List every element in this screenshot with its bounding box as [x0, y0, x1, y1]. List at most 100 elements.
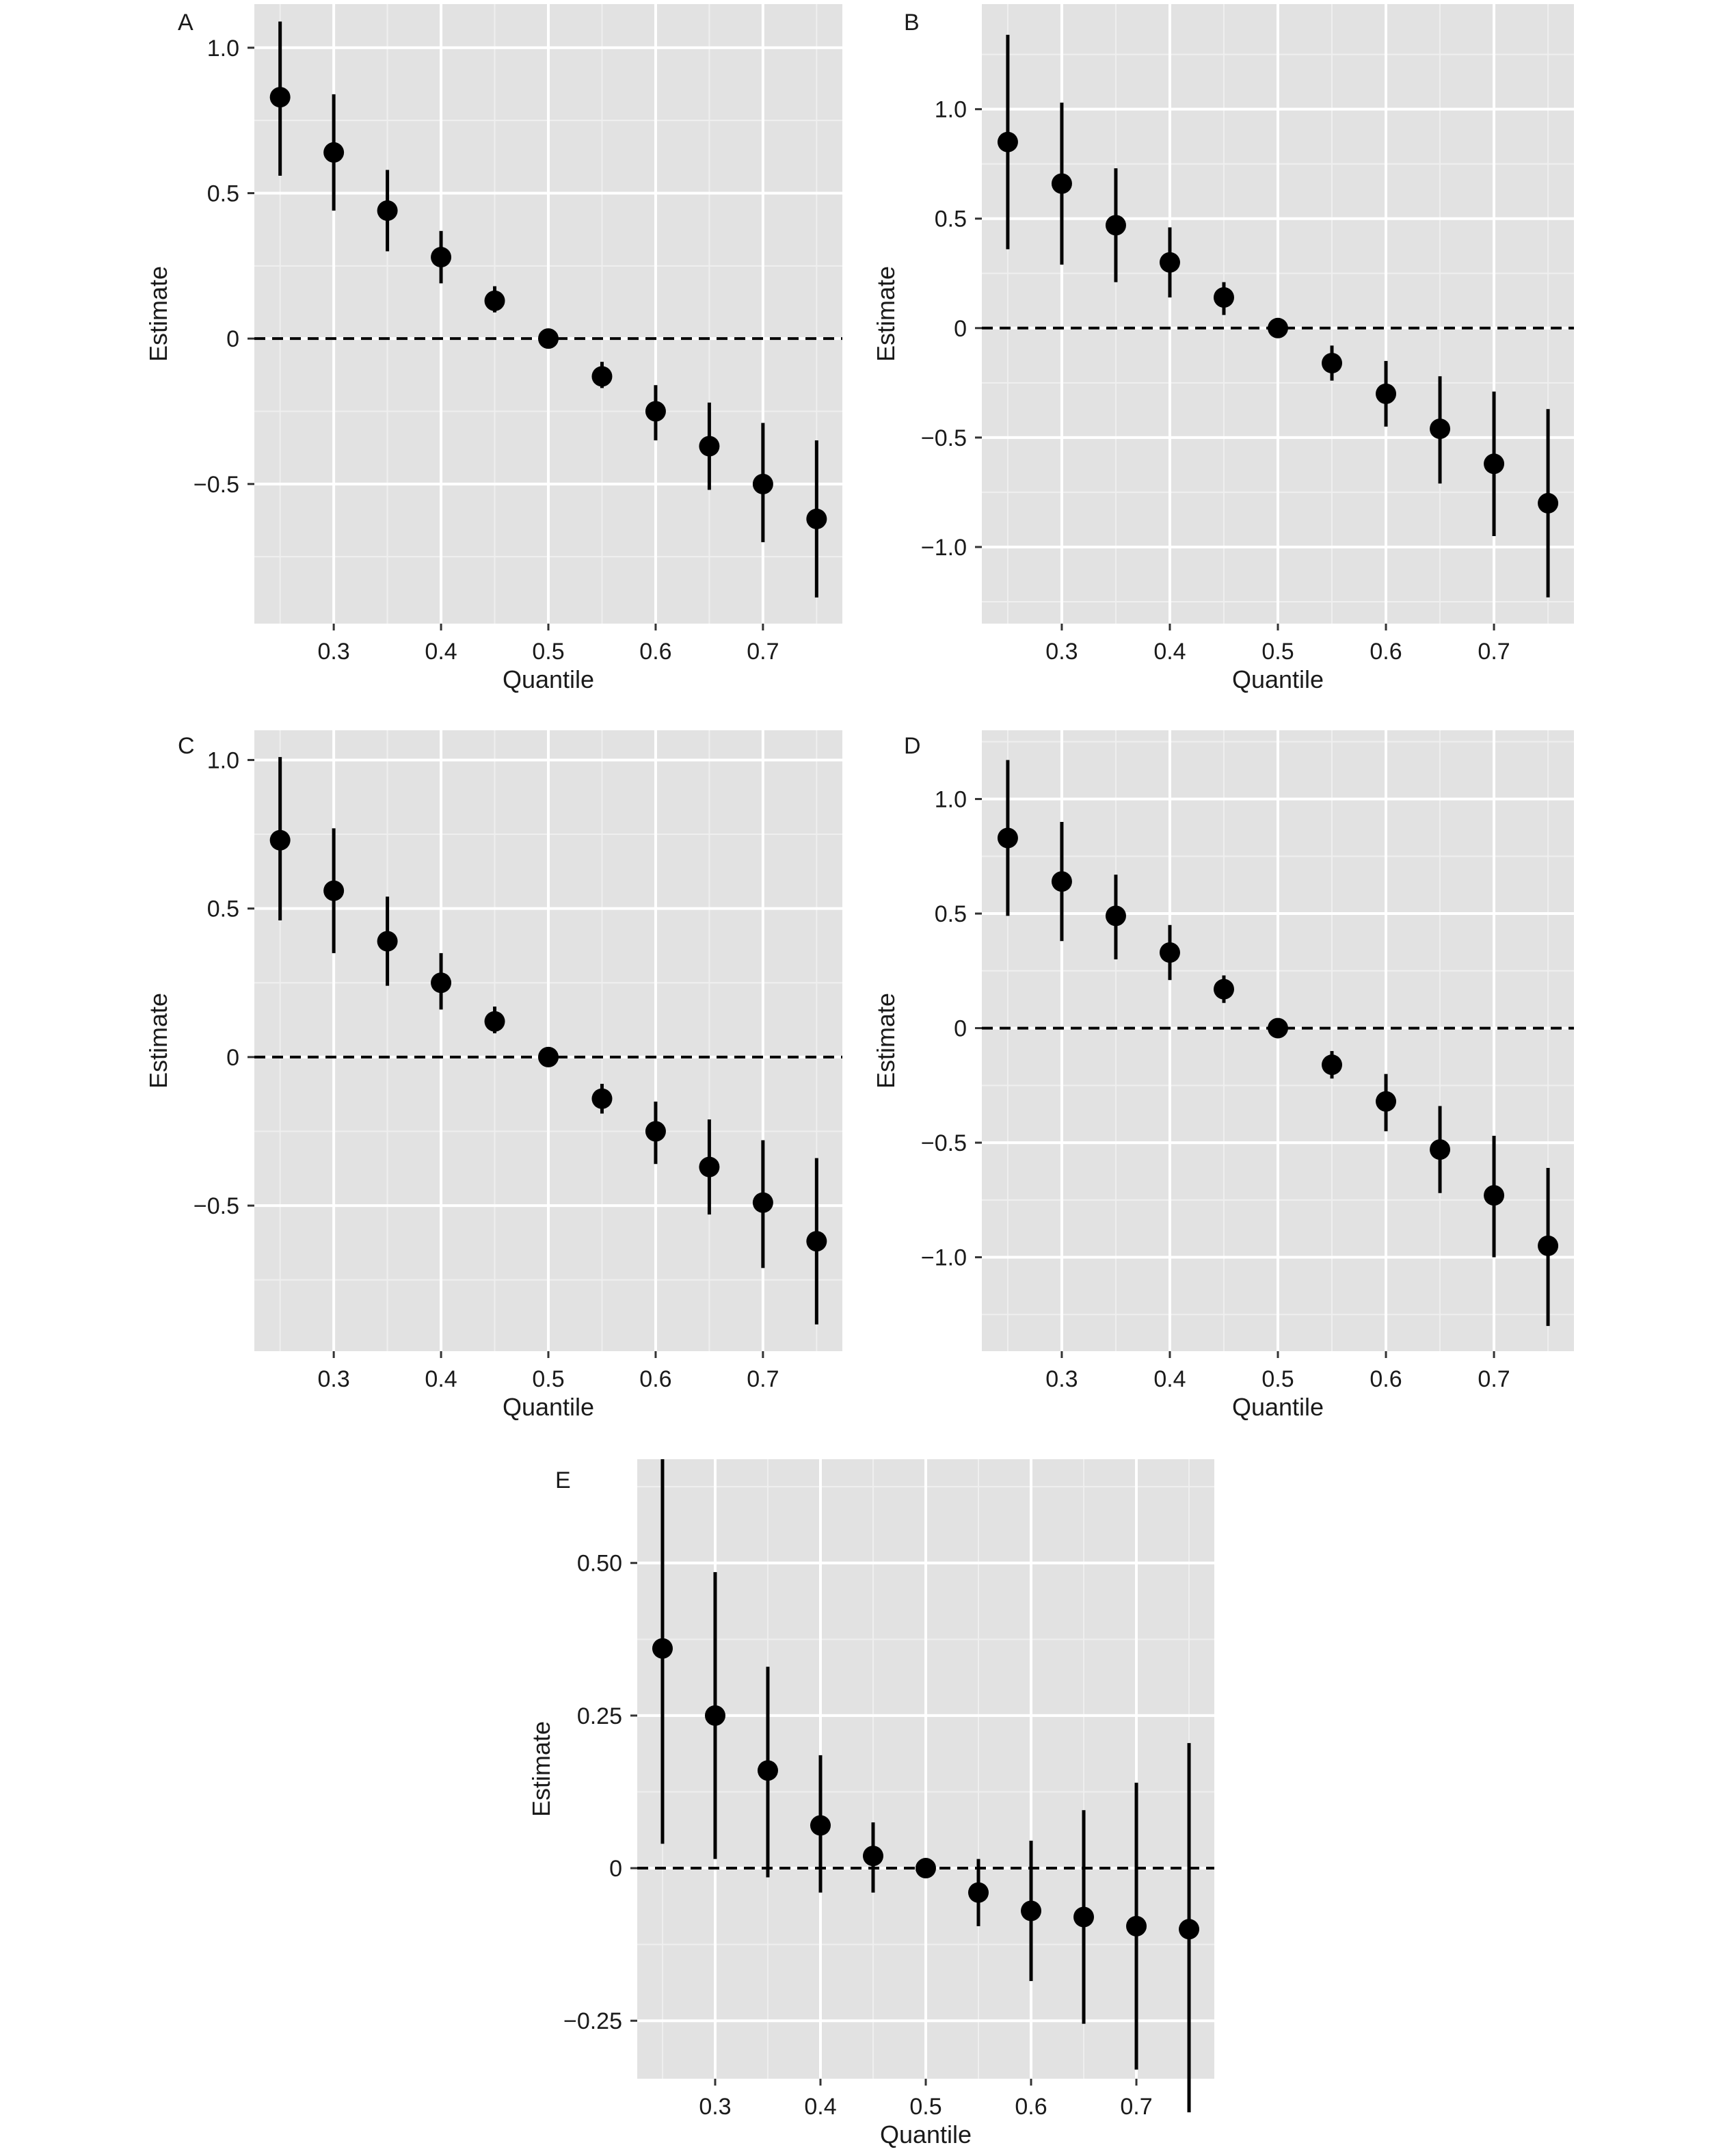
data-point — [752, 473, 773, 494]
data-point — [752, 1192, 773, 1213]
data-point — [645, 401, 666, 422]
data-point — [1179, 1919, 1200, 1940]
y-tick-label: −0.5 — [193, 1193, 239, 1219]
x-tick-label: 0.6 — [1015, 2094, 1047, 2120]
data-point — [591, 366, 613, 387]
data-point — [806, 508, 827, 529]
y-tick-label: −0.25 — [563, 2008, 622, 2034]
data-point — [699, 1156, 720, 1177]
data-point — [1159, 252, 1180, 273]
data-point — [1268, 317, 1288, 338]
x-tick-label: 0.5 — [1261, 639, 1294, 665]
data-point — [1538, 492, 1559, 514]
x-tick-label: 0.5 — [909, 2094, 941, 2120]
data-point — [1484, 453, 1505, 475]
x-tick-label: 0.6 — [639, 639, 671, 665]
data-point — [1430, 418, 1451, 440]
data-point — [1376, 383, 1397, 404]
data-point — [997, 131, 1018, 152]
x-axis-title: Quantile — [503, 665, 594, 693]
x-tick-label: 0.7 — [747, 639, 779, 665]
data-point — [591, 1088, 613, 1109]
x-tick-label: 0.3 — [317, 1366, 349, 1392]
y-axis-title: Estimate — [872, 993, 900, 1089]
y-tick-label: 0 — [954, 316, 967, 342]
panel-letter: B — [904, 10, 920, 36]
data-point — [1105, 905, 1126, 927]
data-point — [1430, 1139, 1451, 1160]
data-point — [1126, 1915, 1147, 1937]
data-point — [431, 972, 452, 994]
data-point — [652, 1638, 673, 1659]
x-tick-label: 0.3 — [317, 639, 349, 665]
data-point — [1376, 1091, 1397, 1112]
y-tick-label: 0 — [226, 326, 239, 352]
x-tick-label: 0.6 — [1370, 639, 1402, 665]
x-tick-label: 0.7 — [1478, 639, 1510, 665]
y-tick-label: −0.5 — [193, 472, 239, 498]
y-axis-title: Estimate — [872, 266, 900, 362]
y-tick-label: −1.0 — [921, 535, 967, 561]
y-tick-label: 1.0 — [935, 97, 967, 123]
panel-c: −0.5 0 0.5 1.0 0.3 0.4 0.5 0.6 0.7 Quantile Estima… — [144, 730, 842, 1421]
data-point — [484, 290, 505, 311]
y-tick-label: −0.5 — [921, 1130, 967, 1156]
data-point — [1213, 287, 1234, 308]
y-tick-label: 1.0 — [207, 36, 239, 62]
y-tick-label: 0.5 — [935, 207, 967, 232]
data-point — [916, 1858, 936, 1879]
y-axis-title: Estimate — [527, 1721, 555, 1817]
data-point — [810, 1815, 831, 1836]
x-axis-title: Quantile — [503, 1393, 594, 1421]
data-point — [1538, 1235, 1559, 1256]
y-tick-label: −0.5 — [921, 425, 967, 451]
x-tick-label: 0.7 — [1120, 2094, 1152, 2120]
x-tick-label: 0.6 — [1370, 1366, 1402, 1392]
x-tick-label: 0.3 — [1045, 1366, 1078, 1392]
x-tick-label: 0.3 — [1045, 639, 1078, 665]
x-tick-label: 0.5 — [1261, 1366, 1294, 1392]
x-tick-label: 0.6 — [639, 1366, 671, 1392]
data-point — [431, 247, 452, 268]
x-tick-label: 0.4 — [425, 1366, 457, 1392]
data-point — [269, 829, 291, 851]
panel-letter: C — [178, 733, 195, 759]
x-tick-label: 0.7 — [747, 1366, 779, 1392]
y-tick-label: −1.0 — [921, 1245, 967, 1271]
data-point — [269, 87, 291, 108]
data-point — [968, 1882, 989, 1903]
data-point — [377, 200, 398, 221]
x-tick-label: 0.5 — [532, 1366, 564, 1392]
y-tick-label: 0 — [609, 1856, 622, 1882]
x-axis-title: Quantile — [880, 2120, 972, 2148]
y-tick-label: 0 — [954, 1016, 967, 1042]
y-tick-label: 0.25 — [577, 1703, 622, 1729]
x-tick-label: 0.3 — [699, 2094, 731, 2120]
y-tick-label: 1.0 — [207, 747, 239, 773]
data-point — [484, 1011, 505, 1032]
data-point — [1268, 1017, 1288, 1039]
y-tick-label: 0.5 — [207, 896, 239, 922]
data-point — [1051, 871, 1072, 892]
data-point — [1073, 1906, 1095, 1928]
panel-b: −1.0 −0.5 0 0.5 1.0 0.3 0.4 0.5 0.6 0.7 Quantile Es… — [872, 4, 1574, 693]
data-point — [1484, 1185, 1505, 1206]
panel-letter: E — [555, 1467, 571, 1493]
data-point — [1105, 215, 1126, 236]
data-point — [1021, 1900, 1042, 1921]
data-point — [704, 1705, 725, 1726]
data-point — [323, 142, 345, 163]
y-tick-label: 0.50 — [577, 1551, 622, 1577]
data-point — [862, 1846, 883, 1867]
x-tick-label: 0.5 — [532, 639, 564, 665]
x-tick-label: 0.4 — [1153, 639, 1186, 665]
panel-e: −0.25 0 0.25 0.50 0.3 0.4 0.5 0.6 0.7 Quantile Est… — [527, 1459, 1214, 2148]
data-point — [323, 880, 345, 901]
y-tick-label: 0.5 — [935, 901, 967, 927]
data-point — [1159, 942, 1180, 963]
panel-d: −1.0 −0.5 0 0.5 1.0 0.3 0.4 0.5 0.6 0.7 Quantile Es… — [872, 730, 1574, 1421]
x-axis-title: Quantile — [1232, 665, 1324, 693]
data-point — [757, 1760, 778, 1781]
y-axis-title: Estimate — [144, 266, 172, 362]
